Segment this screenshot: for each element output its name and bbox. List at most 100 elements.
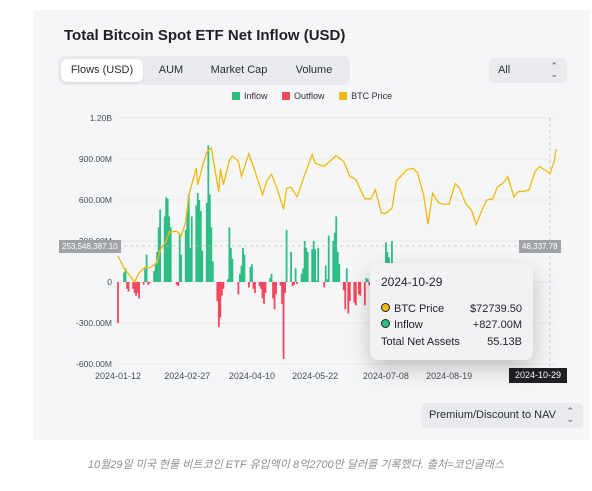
chart-title: Total Bitcoin Spot ETF Net Inflow (USD) <box>64 27 346 44</box>
inflow-bar <box>312 241 315 282</box>
y-tick-label: 600.00M <box>79 195 112 205</box>
outflow-bar <box>220 282 223 296</box>
outflow-bar <box>281 282 283 304</box>
inflow-bar <box>302 268 305 282</box>
tooltip-date: 2024-10-29 <box>381 275 443 289</box>
x-tick-label: 2024-02-27 <box>164 371 210 381</box>
tab-aum[interactable]: AUM <box>158 64 184 76</box>
tab-market-cap[interactable]: Market Cap <box>210 64 268 76</box>
hover-tooltip: 2024-10-29 BTC Price $72739.50 Inflow +8… <box>370 263 533 360</box>
outflow-bar <box>252 282 255 289</box>
outflow-bar <box>363 282 366 306</box>
inflow-bar <box>184 230 187 282</box>
inflow-bar <box>153 271 156 282</box>
legend-swatch-outflow <box>282 92 291 100</box>
inflow-bar <box>314 249 317 282</box>
outflow-bar <box>284 282 286 293</box>
inflow-bar <box>231 258 234 282</box>
updown-chevron-icon: ⌃ ⌄ <box>550 61 558 79</box>
legend-outflow[interactable]: Outflow <box>282 91 325 101</box>
outflow-bar <box>347 282 350 314</box>
inflow-bar <box>269 277 271 282</box>
outflow-bar <box>135 282 137 296</box>
outflow-bar <box>222 282 225 289</box>
inflow-bar <box>201 250 204 282</box>
outflow-bar <box>296 282 299 285</box>
outflow-bar <box>291 282 294 287</box>
x-tick-label: 2024-05-22 <box>292 371 338 381</box>
tooltip-assets-value: 55.13B <box>487 336 522 348</box>
outflow-bar <box>217 282 220 328</box>
tooltip-row-assets: Total Net Assets 55.13B <box>381 336 522 350</box>
legend-inflow[interactable]: Inflow <box>232 91 268 101</box>
inflow-bar <box>205 202 208 282</box>
outflow-bar <box>148 282 151 284</box>
inflow-bar <box>300 273 303 282</box>
crosshair-date-tag: 2024-10-29 <box>509 368 567 383</box>
inflow-bar <box>285 230 288 282</box>
outflow-bar <box>142 282 145 285</box>
premium-discount-value: Premium/Discount to NAV <box>429 409 556 421</box>
inflow-bar <box>145 254 148 282</box>
inflow-bar <box>124 268 127 282</box>
outflow-bar <box>219 282 222 318</box>
outflow-bar <box>177 282 180 287</box>
inflow-bar <box>189 247 192 282</box>
inflow-bar <box>243 254 246 282</box>
x-tick-label: 2024-07-08 <box>363 371 409 381</box>
inflow-bar <box>226 279 229 282</box>
tab-volume[interactable]: Volume <box>295 64 333 76</box>
crosshair-left-value: 253,548,387.10 <box>59 240 121 253</box>
x-tick-label: 2024-04-10 <box>229 371 275 381</box>
inflow-bar <box>345 268 348 282</box>
outflow-bar <box>237 282 240 295</box>
outflow-bar <box>275 282 277 295</box>
tooltip-row-inflow: Inflow +827.00M <box>381 319 522 333</box>
premium-discount-select[interactable]: Premium/Discount to NAV ⌃ ⌄ <box>421 403 583 428</box>
inflow-bar <box>385 242 387 282</box>
legend-label-outflow: Outflow <box>294 91 325 101</box>
inflow-bar <box>239 273 241 282</box>
outflow-bar <box>359 282 362 296</box>
inflow-bar <box>242 247 244 282</box>
inflow-bar <box>335 216 338 282</box>
x-tick-label: 2024-08-19 <box>426 371 472 381</box>
filter-select[interactable]: All ⌃ ⌄ <box>489 58 567 83</box>
outflow-bar <box>117 282 119 323</box>
outflow-bar <box>248 282 250 288</box>
outflow-bar <box>273 282 276 310</box>
inflow-bar <box>163 216 166 282</box>
outflow-bar <box>258 282 261 287</box>
inflow-bar <box>290 251 292 282</box>
metric-tabs: Flows (USD) AUM Market Cap Volume <box>58 56 350 85</box>
inflow-bar <box>208 194 211 282</box>
outflow-bar <box>357 282 360 295</box>
outflow-bar <box>354 282 357 306</box>
outflow-bar <box>293 282 296 285</box>
inflow-bar <box>190 216 193 282</box>
inflow-bar <box>168 216 171 282</box>
tooltip-price-label: BTC Price <box>394 303 445 315</box>
filter-select-value: All <box>498 64 511 76</box>
tooltip-price-value: $72739.50 <box>470 303 522 315</box>
tab-flows[interactable]: Flows (USD) <box>61 59 143 82</box>
inflow-bar <box>228 227 231 282</box>
inflow-bar <box>207 145 210 282</box>
inflow-bar <box>196 193 199 282</box>
inflow-bar <box>324 265 327 282</box>
inflow-bar <box>249 266 252 282</box>
photo-caption: 10월29일 미국 현물 비트코인 ETF 유입액이 8억2700만 달러를 기… <box>87 459 505 471</box>
inflow-bar <box>327 235 330 282</box>
inflow-bar <box>169 227 172 282</box>
inflow-bar <box>336 251 339 282</box>
inflow-bar <box>332 241 335 282</box>
inflow-bar <box>166 198 169 282</box>
legend-btc-price[interactable]: BTC Price <box>339 91 392 101</box>
btc-price-line <box>117 146 557 284</box>
inflow-bar <box>198 200 201 282</box>
inflow-bar <box>154 262 157 282</box>
y-tick-label: 900.00M <box>79 154 112 164</box>
inflow-bar <box>294 268 297 282</box>
outflow-bar <box>132 282 134 289</box>
